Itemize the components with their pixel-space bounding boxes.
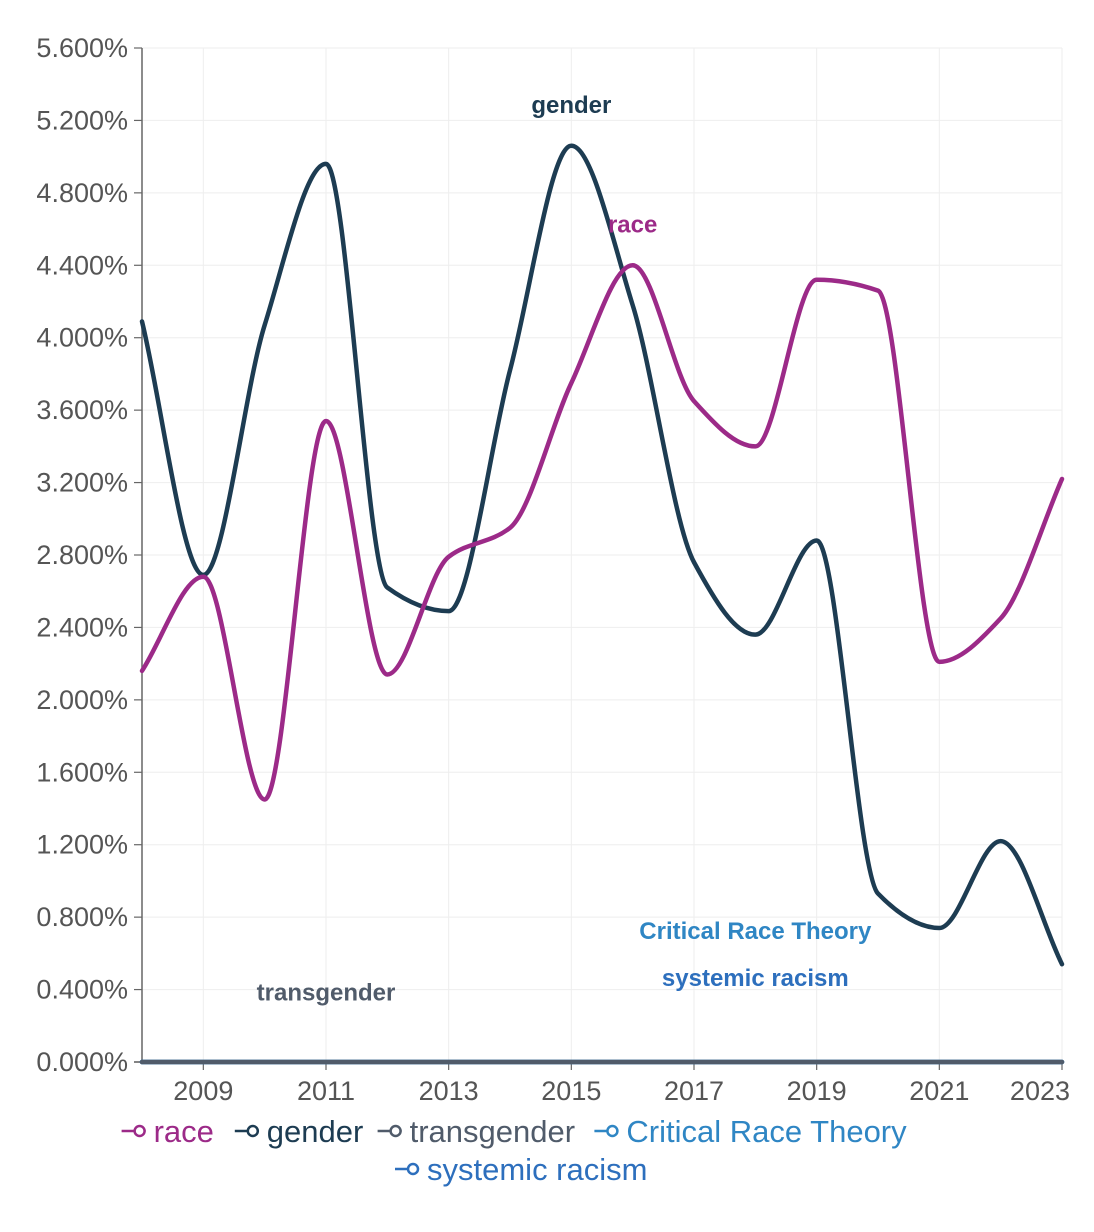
x-tick-label: 2015 xyxy=(541,1076,601,1106)
y-tick-label: 0.800% xyxy=(36,902,128,932)
y-tick-label: 4.400% xyxy=(36,250,128,280)
series-line-race xyxy=(139,263,1065,802)
y-tick-label: 3.200% xyxy=(36,468,128,498)
y-tick-label: 5.600% xyxy=(36,33,128,63)
x-tick-label: 2013 xyxy=(419,1076,479,1106)
x-tick-label: 2011 xyxy=(297,1076,355,1106)
y-tick-label: 0.400% xyxy=(36,975,128,1005)
axes: 0.000% 0.400% 0.800% 1.200% 1.600% 2.000% 2.40… xyxy=(36,33,1070,1106)
x-tick-label: 2023 xyxy=(1010,1076,1070,1106)
legend-label: Critical Race Theory xyxy=(626,1114,907,1149)
legend-label: systemic racism xyxy=(427,1152,647,1187)
series-label-race: race xyxy=(608,212,657,239)
series-labels: race gender transgender Critical Race Theor… xyxy=(257,92,872,1006)
series-label-transgender: transgender xyxy=(257,979,396,1006)
series-label-systemic-racism: systemic racism xyxy=(662,965,849,992)
legend-item-race[interactable]: race xyxy=(121,1114,214,1149)
y-tick-label: 1.200% xyxy=(36,830,128,860)
legend-symbol-marker xyxy=(389,1124,402,1138)
series-line-gender xyxy=(139,143,1065,967)
y-tick-label: 4.000% xyxy=(36,323,128,353)
y-tick-label: 4.800% xyxy=(36,178,128,208)
legend: race gender transgender Critical Race Theor… xyxy=(121,1114,907,1187)
legend-symbol-marker xyxy=(133,1124,146,1138)
legend-label: transgender xyxy=(410,1114,575,1149)
legend-label: race xyxy=(154,1114,214,1149)
series-label-critical-race-theory: Critical Race Theory xyxy=(639,918,872,945)
x-tick-label: 2021 xyxy=(909,1076,969,1106)
x-tick-label: 2019 xyxy=(787,1076,847,1106)
legend-symbol-marker xyxy=(406,1162,420,1176)
x-tick-label: 2009 xyxy=(173,1076,233,1106)
y-tick-label: 2.000% xyxy=(36,685,128,715)
legend-symbol-marker xyxy=(606,1124,619,1138)
legend-label: gender xyxy=(267,1114,364,1149)
legend-symbol-marker xyxy=(246,1124,260,1138)
y-tick-label: 5.200% xyxy=(36,105,128,135)
y-tick-label: 3.600% xyxy=(36,395,128,425)
x-tick-label: 2017 xyxy=(664,1076,724,1106)
series-label-gender: gender xyxy=(531,92,611,119)
y-tick-label: 1.600% xyxy=(36,757,128,787)
y-tick-label: 0.000% xyxy=(36,1047,128,1077)
y-tick-label: 2.800% xyxy=(36,540,128,570)
y-tick-label: 2.400% xyxy=(36,612,128,642)
legend-item-critical-race-theory[interactable]: Critical Race Theory xyxy=(594,1114,907,1149)
legend-item-systemic-racism[interactable]: systemic racism xyxy=(395,1152,647,1187)
legend-item-gender[interactable]: gender xyxy=(234,1114,364,1149)
legend-item-transgender[interactable]: transgender xyxy=(377,1114,575,1149)
series-lines xyxy=(139,143,1065,1065)
